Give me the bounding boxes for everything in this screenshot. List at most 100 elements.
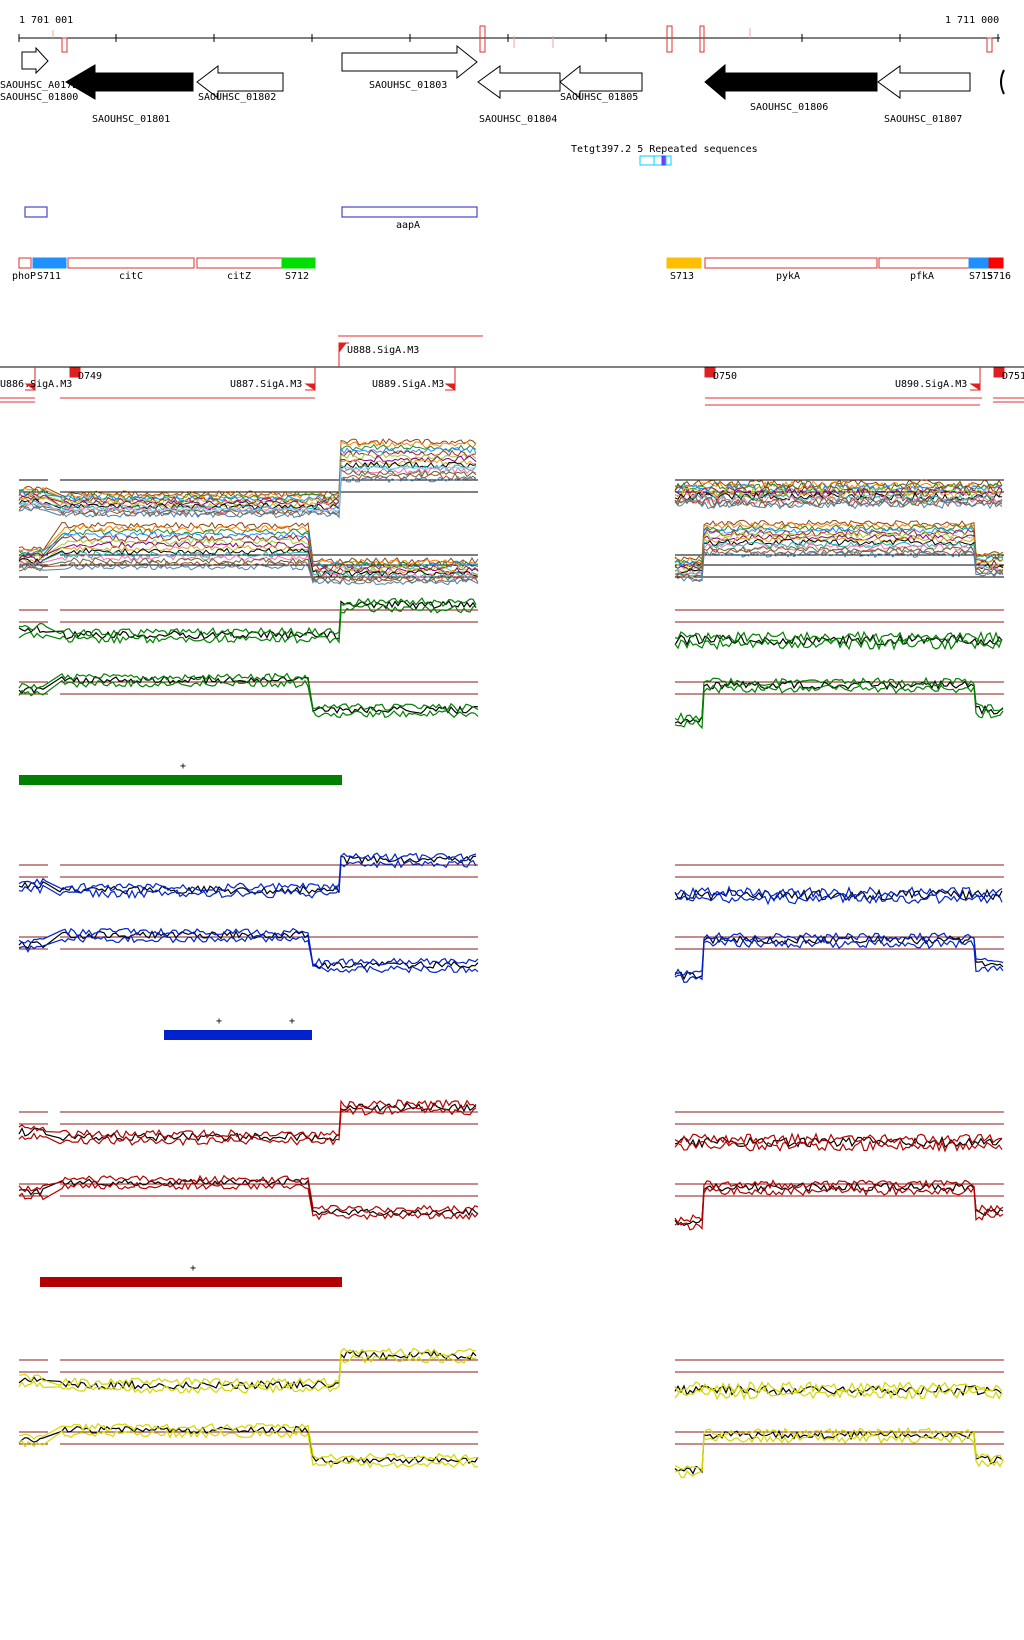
segment-label-phoP: phoP xyxy=(12,271,36,282)
expression-trace-forward xyxy=(674,1132,1003,1146)
promoter-label-D751: D751 xyxy=(1002,371,1024,382)
expression-trace-reverse xyxy=(18,672,479,712)
segment-S712[interactable] xyxy=(281,257,316,269)
multi-profile-bottom-line xyxy=(18,554,479,581)
expression-trace-reverse xyxy=(674,939,1004,983)
gene-label-01806: SAOUHSC_01806 xyxy=(750,102,828,113)
expression-trace-reverse xyxy=(674,1179,1004,1224)
multi-profile-bottom-line xyxy=(18,540,479,575)
multi-profile-bottom-line xyxy=(674,538,1004,575)
multi-profile-bottom-line xyxy=(18,547,479,578)
repeat-box-1[interactable] xyxy=(639,155,655,166)
expression-trace-forward xyxy=(18,597,477,638)
multi-profile-bottom-line xyxy=(18,557,479,583)
gene-arrow-01803[interactable] xyxy=(341,44,478,80)
expression-trace-reverse xyxy=(18,934,479,974)
segment-S713[interactable] xyxy=(666,257,702,269)
expression-trace-forward xyxy=(674,1380,1003,1394)
segment-label-S711: S711 xyxy=(37,271,61,282)
gene-arrow-01804[interactable] xyxy=(477,65,561,99)
condition-bar-2 xyxy=(164,1030,312,1040)
promoter-track: U886.SigA.M3 D749 U887.SigA.M3 U888.SigA… xyxy=(0,335,1024,406)
expression-trace-reverse xyxy=(18,679,479,719)
multi-profile-highlight-line xyxy=(18,465,477,513)
segment-pfkA[interactable] xyxy=(878,257,970,269)
multi-profile-bottom-line xyxy=(674,526,1004,567)
expression-trace-reverse xyxy=(674,684,1004,730)
expression-trace-reverse xyxy=(18,927,479,967)
expression-trace-forward xyxy=(18,1098,477,1140)
expression-trace-forward xyxy=(674,637,1003,651)
segment-S715[interactable] xyxy=(968,257,990,269)
expression-trace-reverse xyxy=(674,931,1004,976)
repeat-box-2[interactable] xyxy=(653,155,663,166)
gene-arrow-01805[interactable] xyxy=(559,64,643,100)
segment-label-pfkA: pfkA xyxy=(910,271,934,282)
expression-trace-reverse xyxy=(674,1429,1004,1475)
annotation-label-aapA: aapA xyxy=(396,220,420,231)
expression-trace-forward xyxy=(18,1106,477,1147)
expression-trace-reverse xyxy=(674,679,1004,725)
multi-profile-top-line xyxy=(674,490,1003,501)
segment-citZ[interactable] xyxy=(196,257,283,269)
multi-profile-bottom-line xyxy=(18,563,479,586)
coordinate-ruler: 1 701 001 1 711 000 xyxy=(18,15,1000,53)
promoter-label-U887: U887.SigA.M3 xyxy=(230,379,302,390)
expression-trace-reverse xyxy=(18,675,479,715)
expression-trace-forward xyxy=(18,858,477,900)
promoter-label-U888: U888.SigA.M3 xyxy=(347,345,419,356)
gene-label-01807: SAOUHSC_01807 xyxy=(884,114,962,125)
multi-profile-top-line xyxy=(674,479,1003,489)
condition-mark: + xyxy=(216,1016,222,1027)
multi-profile-top-line xyxy=(18,458,477,509)
gene-arrow-01802[interactable] xyxy=(196,64,284,100)
expression-trace-forward xyxy=(674,630,1003,644)
repeat-box-3[interactable] xyxy=(661,155,667,166)
ruler-red-marks xyxy=(52,25,993,53)
segment-pykA[interactable] xyxy=(704,257,878,269)
gene-label-01801: SAOUHSC_01801 xyxy=(92,114,170,125)
ruler-start-label: 1 701 001 xyxy=(19,15,73,26)
expression-trace-reverse xyxy=(674,1182,1004,1227)
gene-arrow-01806[interactable] xyxy=(704,63,878,101)
expression-trace-reverse xyxy=(674,1433,1004,1479)
gene-arrow-a0172[interactable] xyxy=(21,46,49,75)
segment-label-citZ: citZ xyxy=(227,271,251,282)
condition-panel-2: + + xyxy=(18,852,1004,1040)
repeat-label: Tetgt397.2 5 Repeated sequences xyxy=(571,144,758,155)
expression-trace-reverse xyxy=(18,1181,479,1221)
promoter-label-D749: D749 xyxy=(78,371,102,382)
annotation-box-aapA[interactable] xyxy=(341,206,478,218)
gene-arrow-01801[interactable] xyxy=(65,64,194,100)
gene-label-01803: SAOUHSC_01803 xyxy=(369,80,447,91)
repeat-box-4[interactable] xyxy=(665,155,672,166)
segment-phoP[interactable] xyxy=(18,257,32,269)
multi-profile-bottom-line xyxy=(18,525,479,567)
promoter-label-U889: U889.SigA.M3 xyxy=(372,379,444,390)
multi-profile-bottom-line xyxy=(674,531,1004,571)
multi-profile-bottom-line xyxy=(674,536,1004,573)
promoter-label-U890: U890.SigA.M3 xyxy=(895,379,967,390)
expression-trace-reverse xyxy=(18,1422,479,1462)
gene-arrow-01807[interactable] xyxy=(877,65,971,99)
gene-track: SAOUHSC_A0172 SAOUHSC_01800 SAOUHSC_0180… xyxy=(0,44,1005,125)
condition-panel-3: + xyxy=(18,1098,1004,1287)
gene-label-01802: SAOUHSC_01802 xyxy=(198,92,276,103)
segment-S716[interactable] xyxy=(988,257,1004,269)
promoter-label-D750: D750 xyxy=(713,371,737,382)
condition-mark: + xyxy=(190,1263,196,1274)
multi-profile-bottom-line xyxy=(18,560,479,584)
segment-label-S713: S713 xyxy=(670,271,694,282)
multi-profile-top-line xyxy=(674,493,1003,504)
multi-profile-top-line xyxy=(18,464,477,512)
segment-label-S712: S712 xyxy=(285,271,309,282)
annotation-box-1[interactable] xyxy=(24,206,48,218)
segment-citC[interactable] xyxy=(67,257,195,269)
gene-label-01804: SAOUHSC_01804 xyxy=(479,114,557,125)
expression-trace-forward xyxy=(674,1387,1003,1401)
multi-profile-top-line xyxy=(674,488,1003,499)
expression-trace-forward xyxy=(674,1139,1003,1153)
all-conditions-profiles xyxy=(18,438,1004,586)
gene-label-a0172: SAOUHSC_A0172 xyxy=(0,80,78,91)
segment-S711[interactable] xyxy=(32,257,67,269)
